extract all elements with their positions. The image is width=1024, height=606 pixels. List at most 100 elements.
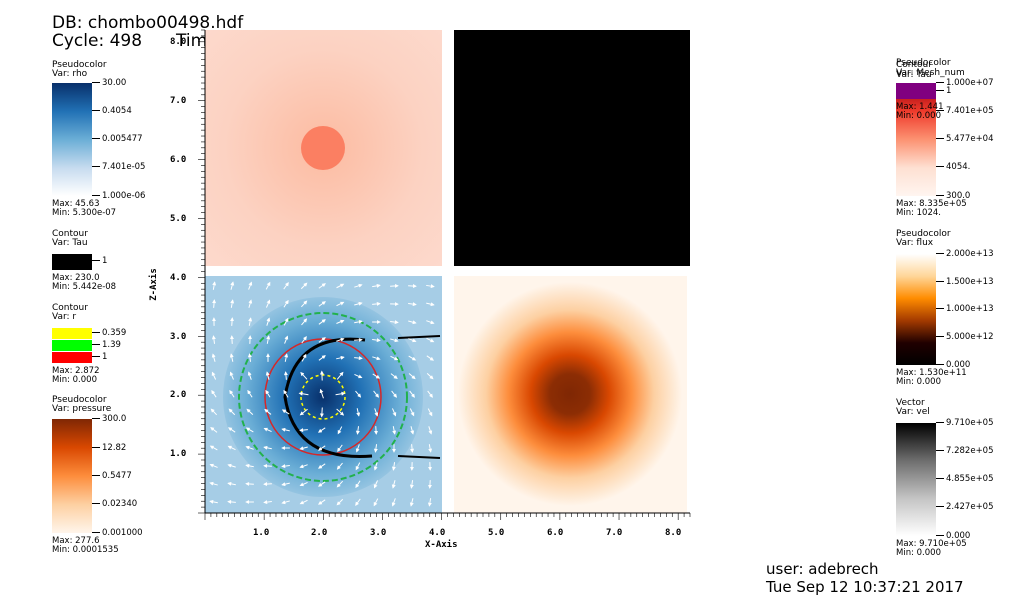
- y-tick-label: 2.0: [170, 390, 187, 400]
- velocity-arrow: [317, 445, 326, 451]
- legend-title: Pseudocolor: [896, 229, 951, 239]
- velocity-arrow: [426, 372, 434, 380]
- velocity-arrow: [354, 319, 363, 324]
- colorbar-tick: 30.00: [92, 79, 126, 88]
- legend-title: Contour: [52, 229, 88, 239]
- y-tick-label: 4.0: [170, 273, 187, 283]
- velocity-arrow: [211, 371, 217, 380]
- velocity-arrow: [336, 355, 345, 360]
- velocity-arrow: [390, 338, 399, 343]
- velocity-arrow: [247, 389, 253, 398]
- velocity-arrow: [391, 390, 397, 398]
- colorbar-tick: 0.4054: [92, 107, 132, 116]
- velocity-arrow: [408, 302, 417, 307]
- legend-title: Pseudocolor: [52, 395, 107, 405]
- velocity-arrow: [209, 499, 218, 504]
- velocity-arrow: [355, 426, 360, 435]
- contour-level: 0.359: [92, 329, 126, 338]
- contour-swatch-green: [52, 340, 92, 351]
- velocity-arrow: [283, 371, 288, 380]
- velocity-arrow: [427, 390, 433, 398]
- legend-max: Max: 45.63: [52, 199, 100, 209]
- x-tick-label: 2.0: [311, 528, 328, 538]
- y-tick-label: 7.0: [170, 96, 187, 106]
- colorbar-tick: 0.001000: [92, 529, 143, 538]
- velocity-arrow: [263, 427, 272, 433]
- velocity-arrow: [428, 444, 433, 453]
- velocity-arrow: [284, 353, 289, 362]
- velocity-arrow: [354, 373, 363, 379]
- colorbar-tick: 300.0: [936, 192, 970, 201]
- legend-min: Min: 0.0001535: [52, 545, 119, 555]
- velocity-arrow: [408, 355, 417, 361]
- velocity-arrow: [392, 426, 397, 435]
- contour-level: 1: [92, 257, 107, 266]
- velocity-arrow: [409, 408, 415, 417]
- velocity-arrow: [426, 337, 435, 343]
- colorbar-tick: 1.000e+13: [936, 305, 994, 314]
- velocity-arrow: [409, 498, 414, 507]
- velocity-arrow: [336, 462, 343, 470]
- velocity-arrow: [301, 318, 308, 326]
- velocity-arrow: [372, 356, 381, 361]
- velocity-arrow: [391, 408, 397, 417]
- velocity-arrow: [229, 353, 234, 362]
- velocity-arrow: [426, 284, 435, 289]
- velocity-arrow: [409, 480, 414, 489]
- colorbar-tick: 1.500e+13: [936, 278, 994, 287]
- velocity-arrow: [336, 337, 345, 342]
- velocity-arrow: [299, 446, 308, 451]
- legend-var: Var: r: [52, 312, 77, 322]
- velocity-arrow: [373, 390, 380, 398]
- cycle-label: Cycle: 498: [52, 31, 143, 51]
- velocity-arrow: [426, 320, 435, 325]
- y-tick-label: 6.0: [170, 155, 187, 165]
- velocity-arrow: [300, 282, 308, 290]
- velocity-arrow: [209, 445, 218, 451]
- legend-max: Max: 1.530e+11: [896, 368, 967, 378]
- colorbar-tick: 9.710e+05: [936, 419, 994, 428]
- y-tick-label: 5.0: [170, 214, 187, 224]
- mesh-num-core: [301, 126, 345, 170]
- velocity-arrow: [265, 299, 271, 308]
- contour-swatch-red: [52, 352, 92, 363]
- velocity-arrow: [245, 481, 254, 486]
- velocity-arrow: [248, 281, 253, 290]
- velocity-arrow: [354, 283, 363, 288]
- x-axis-label: X-Axis: [425, 540, 458, 550]
- velocity-arrow: [227, 445, 236, 451]
- legend-title: Contour: [52, 303, 88, 313]
- colorbar-tick: 0.02340: [92, 500, 137, 509]
- velocity-arrow: [299, 428, 308, 433]
- velocity-arrow: [372, 373, 381, 379]
- contour-level: 1: [936, 87, 951, 96]
- flux-blob: [458, 282, 682, 506]
- velocity-arrow: [410, 444, 415, 453]
- velocity-arrow: [228, 408, 236, 416]
- legend-var: Var: flux: [896, 238, 934, 248]
- colorbar-tick: 1.000e+07: [936, 79, 994, 88]
- velocity-arrow: [337, 444, 343, 452]
- velocity-arrow: [317, 427, 326, 433]
- colorbar-tick: 12.82: [92, 444, 126, 453]
- velocity-arrow: [283, 299, 289, 308]
- velocity-arrow: [284, 335, 289, 344]
- velocity-arrow: [209, 463, 218, 468]
- velocity-arrow: [210, 408, 218, 416]
- colorbar-tick: 1.000e-06: [92, 192, 145, 201]
- velocity-arrow: [245, 463, 254, 468]
- velocity-arrow: [227, 463, 236, 468]
- velocity-arrow: [281, 464, 290, 469]
- velocity-arrow: [373, 462, 378, 471]
- velocity-arrow: [211, 335, 216, 344]
- velocity-arrow: [373, 498, 379, 507]
- colorbar-mesh-num: [896, 83, 936, 196]
- contour-yellow: [300, 374, 346, 420]
- velocity-arrow: [227, 499, 236, 504]
- velocity-arrow: [227, 481, 236, 486]
- velocity-arrow: [248, 317, 253, 326]
- velocity-arrow: [390, 373, 398, 379]
- overlay-min: Min: 0.000: [896, 111, 941, 121]
- velocity-arrow: [355, 498, 361, 506]
